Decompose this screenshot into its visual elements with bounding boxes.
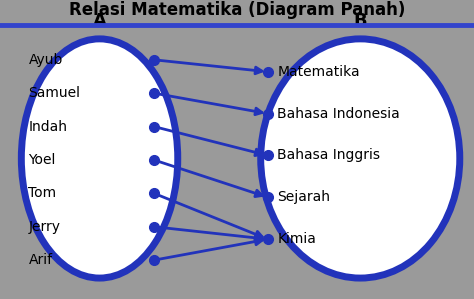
Text: Relasi Matematika (Diagram Panah): Relasi Matematika (Diagram Panah) — [69, 1, 405, 19]
Ellipse shape — [21, 39, 178, 278]
Text: Matematika: Matematika — [277, 65, 360, 79]
Text: Kimia: Kimia — [277, 232, 316, 246]
Text: Samuel: Samuel — [28, 86, 81, 100]
Text: Sejarah: Sejarah — [277, 190, 330, 204]
Text: Bahasa Inggris: Bahasa Inggris — [277, 149, 380, 162]
Text: Jerry: Jerry — [28, 220, 61, 234]
Text: B: B — [354, 12, 367, 30]
Text: Tom: Tom — [28, 186, 56, 200]
Text: Arif: Arif — [28, 253, 53, 267]
Ellipse shape — [261, 39, 460, 278]
Text: A: A — [92, 12, 107, 30]
Text: Yoel: Yoel — [28, 153, 56, 167]
Text: Bahasa Indonesia: Bahasa Indonesia — [277, 107, 400, 120]
Text: Ayub: Ayub — [28, 53, 63, 67]
Text: Indah: Indah — [28, 120, 67, 134]
